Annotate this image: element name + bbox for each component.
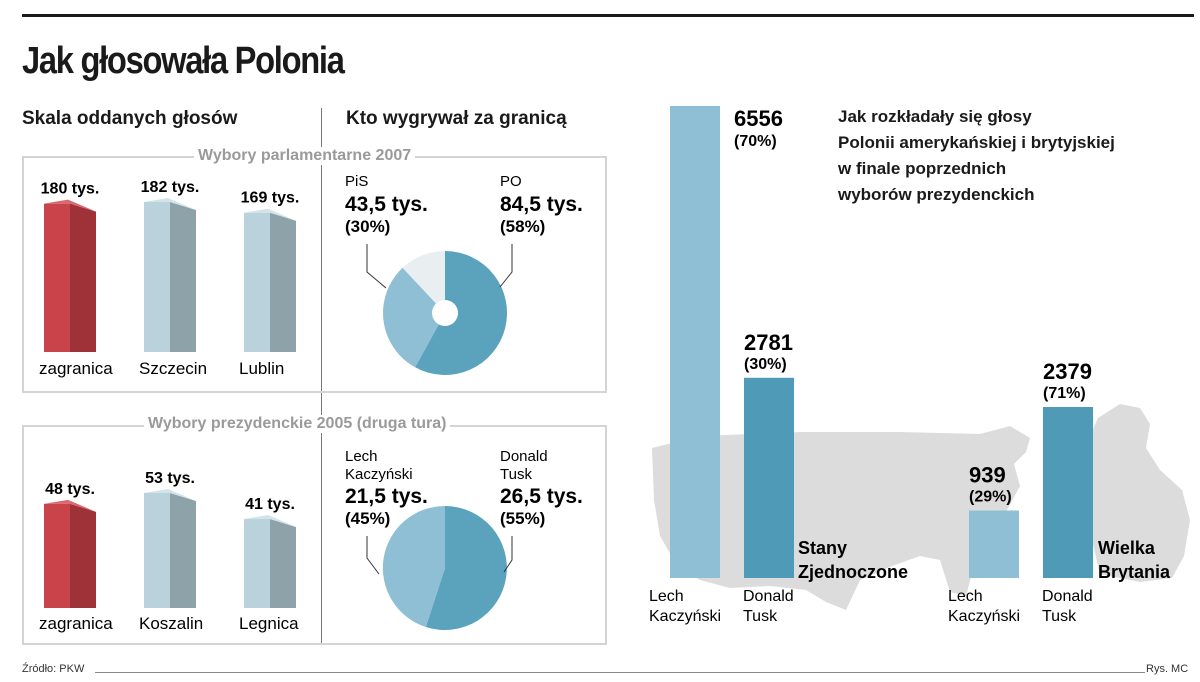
- pie07-label-pis-pct: (30%): [345, 217, 390, 236]
- country-label-usa-2: Zjednoczone: [798, 562, 908, 582]
- category-label-lublin: Lublin: [239, 359, 284, 378]
- leader-line-kaczynski: [366, 536, 380, 575]
- footer-credit: Rys. MC: [1146, 663, 1189, 675]
- bar-szczecin: [144, 198, 196, 352]
- bar-value-usa-kaczynski: 6556: [734, 106, 783, 131]
- footer-source: Źródło: PKW: [22, 663, 85, 675]
- bar-usa-kaczynski: [670, 106, 720, 578]
- category-label-koszalin: Koszalin: [139, 614, 203, 633]
- country-label-uk-1: Wielka: [1098, 538, 1156, 558]
- bar-lublin: [244, 208, 296, 352]
- column-divider: [321, 108, 322, 645]
- bar-pct-usa-tusk: (30%): [744, 356, 787, 373]
- country-label-usa-1: Stany: [798, 538, 847, 558]
- right-header-line-4: wyborów prezydenckich: [838, 185, 1035, 204]
- page-title: Jak głosowała Polonia: [22, 40, 345, 82]
- middle-header: Kto wygrywał za granicą: [346, 108, 567, 129]
- category-label-usa-tusk-2: Tusk: [743, 608, 778, 625]
- pie-hole: [432, 300, 458, 326]
- bar-uk-tusk: [1043, 407, 1093, 578]
- right-header: Jak rozkładały się głosy Polonii ameryka…: [838, 104, 1115, 208]
- category-label-uk-kaczynski-2: Kaczyński: [948, 608, 1020, 625]
- pie-slice-pis: [383, 267, 445, 368]
- bottom-rule: [95, 672, 1145, 673]
- bar-value-label-zagranica: 48 tys.: [45, 481, 95, 498]
- bar-value-label-lublin: 169 tys.: [241, 190, 300, 207]
- left-header: Skala oddanych głosów: [22, 108, 238, 129]
- pie07-label-po-name: PO: [500, 173, 522, 190]
- bar-value-label-legnica: 41 tys.: [245, 496, 295, 513]
- bar-value-uk-kaczynski: 939: [969, 463, 1006, 488]
- category-label-szczecin: Szczecin: [139, 359, 207, 378]
- bar-legnica: [244, 515, 296, 608]
- bar-zagranica: [44, 199, 96, 352]
- pie07-label-po-value: 84,5 tys.: [500, 193, 583, 216]
- pie07-label-pis-value: 43,5 tys.: [345, 193, 428, 216]
- pie07-label-pis-name: PiS: [345, 173, 368, 190]
- pie05-label-tusk-pct: (55%): [500, 509, 545, 528]
- leader-line-tusk: [503, 536, 513, 573]
- leader-line-pis: [366, 244, 387, 289]
- pie05-label-kaczynski-name-2: Kaczyński: [345, 466, 413, 483]
- pie05-label-kaczynski-pct: (45%): [345, 509, 390, 528]
- right-header-line-2: Polonii amerykańskiej i brytyjskiej: [838, 133, 1115, 152]
- category-label-usa-tusk-1: Donald: [743, 588, 794, 605]
- bar-pct-uk-kaczynski: (29%): [969, 489, 1012, 506]
- leader-line-po: [499, 244, 513, 288]
- category-label-zagranica: zagranica: [39, 359, 113, 378]
- pie05-label-tusk-name-2: Tusk: [500, 466, 532, 483]
- pie-slice-po: [415, 250, 508, 375]
- panel-title-presidential-2005: Wybory prezydenckie 2005 (druga tura): [144, 415, 451, 433]
- category-label-usa-kaczynski-1: Lech: [649, 588, 684, 605]
- bar-value-label-zagranica: 180 tys.: [41, 181, 100, 198]
- country-label-uk-2: Brytania: [1098, 562, 1171, 582]
- pie07-label-po-pct: (58%): [500, 217, 545, 236]
- bar-zagranica: [44, 499, 96, 608]
- category-label-usa-kaczynski-2: Kaczyński: [649, 608, 721, 625]
- right-header-line-3: w finale poprzednich: [838, 159, 1007, 178]
- pie05-label-kaczynski-name-1: Lech: [345, 448, 378, 465]
- bar-uk-kaczynski: [969, 510, 1019, 578]
- category-label-uk-tusk-2: Tusk: [1042, 608, 1077, 625]
- bar-pct-uk-tusk: (71%): [1043, 385, 1086, 402]
- uk-map-silhouette: [1080, 404, 1190, 582]
- panel-title-parliament-2007: Wybory parlamentarne 2007: [194, 147, 416, 165]
- bar-koszalin: [144, 489, 196, 608]
- pie05-label-kaczynski-value: 21,5 tys.: [345, 485, 428, 508]
- category-label-uk-tusk-1: Donald: [1042, 588, 1093, 605]
- top-rule: [22, 14, 1194, 17]
- pie-parliament-2007: [366, 244, 513, 375]
- bar-value-uk-tusk: 2379: [1043, 359, 1092, 384]
- bar-pct-usa-kaczynski: (70%): [734, 133, 777, 150]
- bar-value-label-szczecin: 182 tys.: [141, 179, 200, 196]
- bar-value-usa-tusk: 2781: [744, 330, 793, 355]
- pie-slice-other: [402, 251, 445, 313]
- pie05-label-tusk-name-1: Donald: [500, 448, 548, 465]
- pie05-label-tusk-value: 26,5 tys.: [500, 485, 583, 508]
- pie-presidential-2005: [366, 505, 513, 630]
- pie-slice-tusk: [425, 506, 507, 630]
- bar-usa-tusk: [744, 377, 794, 578]
- bar-value-label-koszalin: 53 tys.: [145, 470, 195, 487]
- category-label-zagranica: zagranica: [39, 614, 113, 633]
- category-label-legnica: Legnica: [239, 614, 299, 633]
- category-label-uk-kaczynski-1: Lech: [948, 588, 983, 605]
- pie-slice-kaczynski: [382, 505, 445, 627]
- right-header-line-1: Jak rozkładały się głosy: [838, 107, 1032, 126]
